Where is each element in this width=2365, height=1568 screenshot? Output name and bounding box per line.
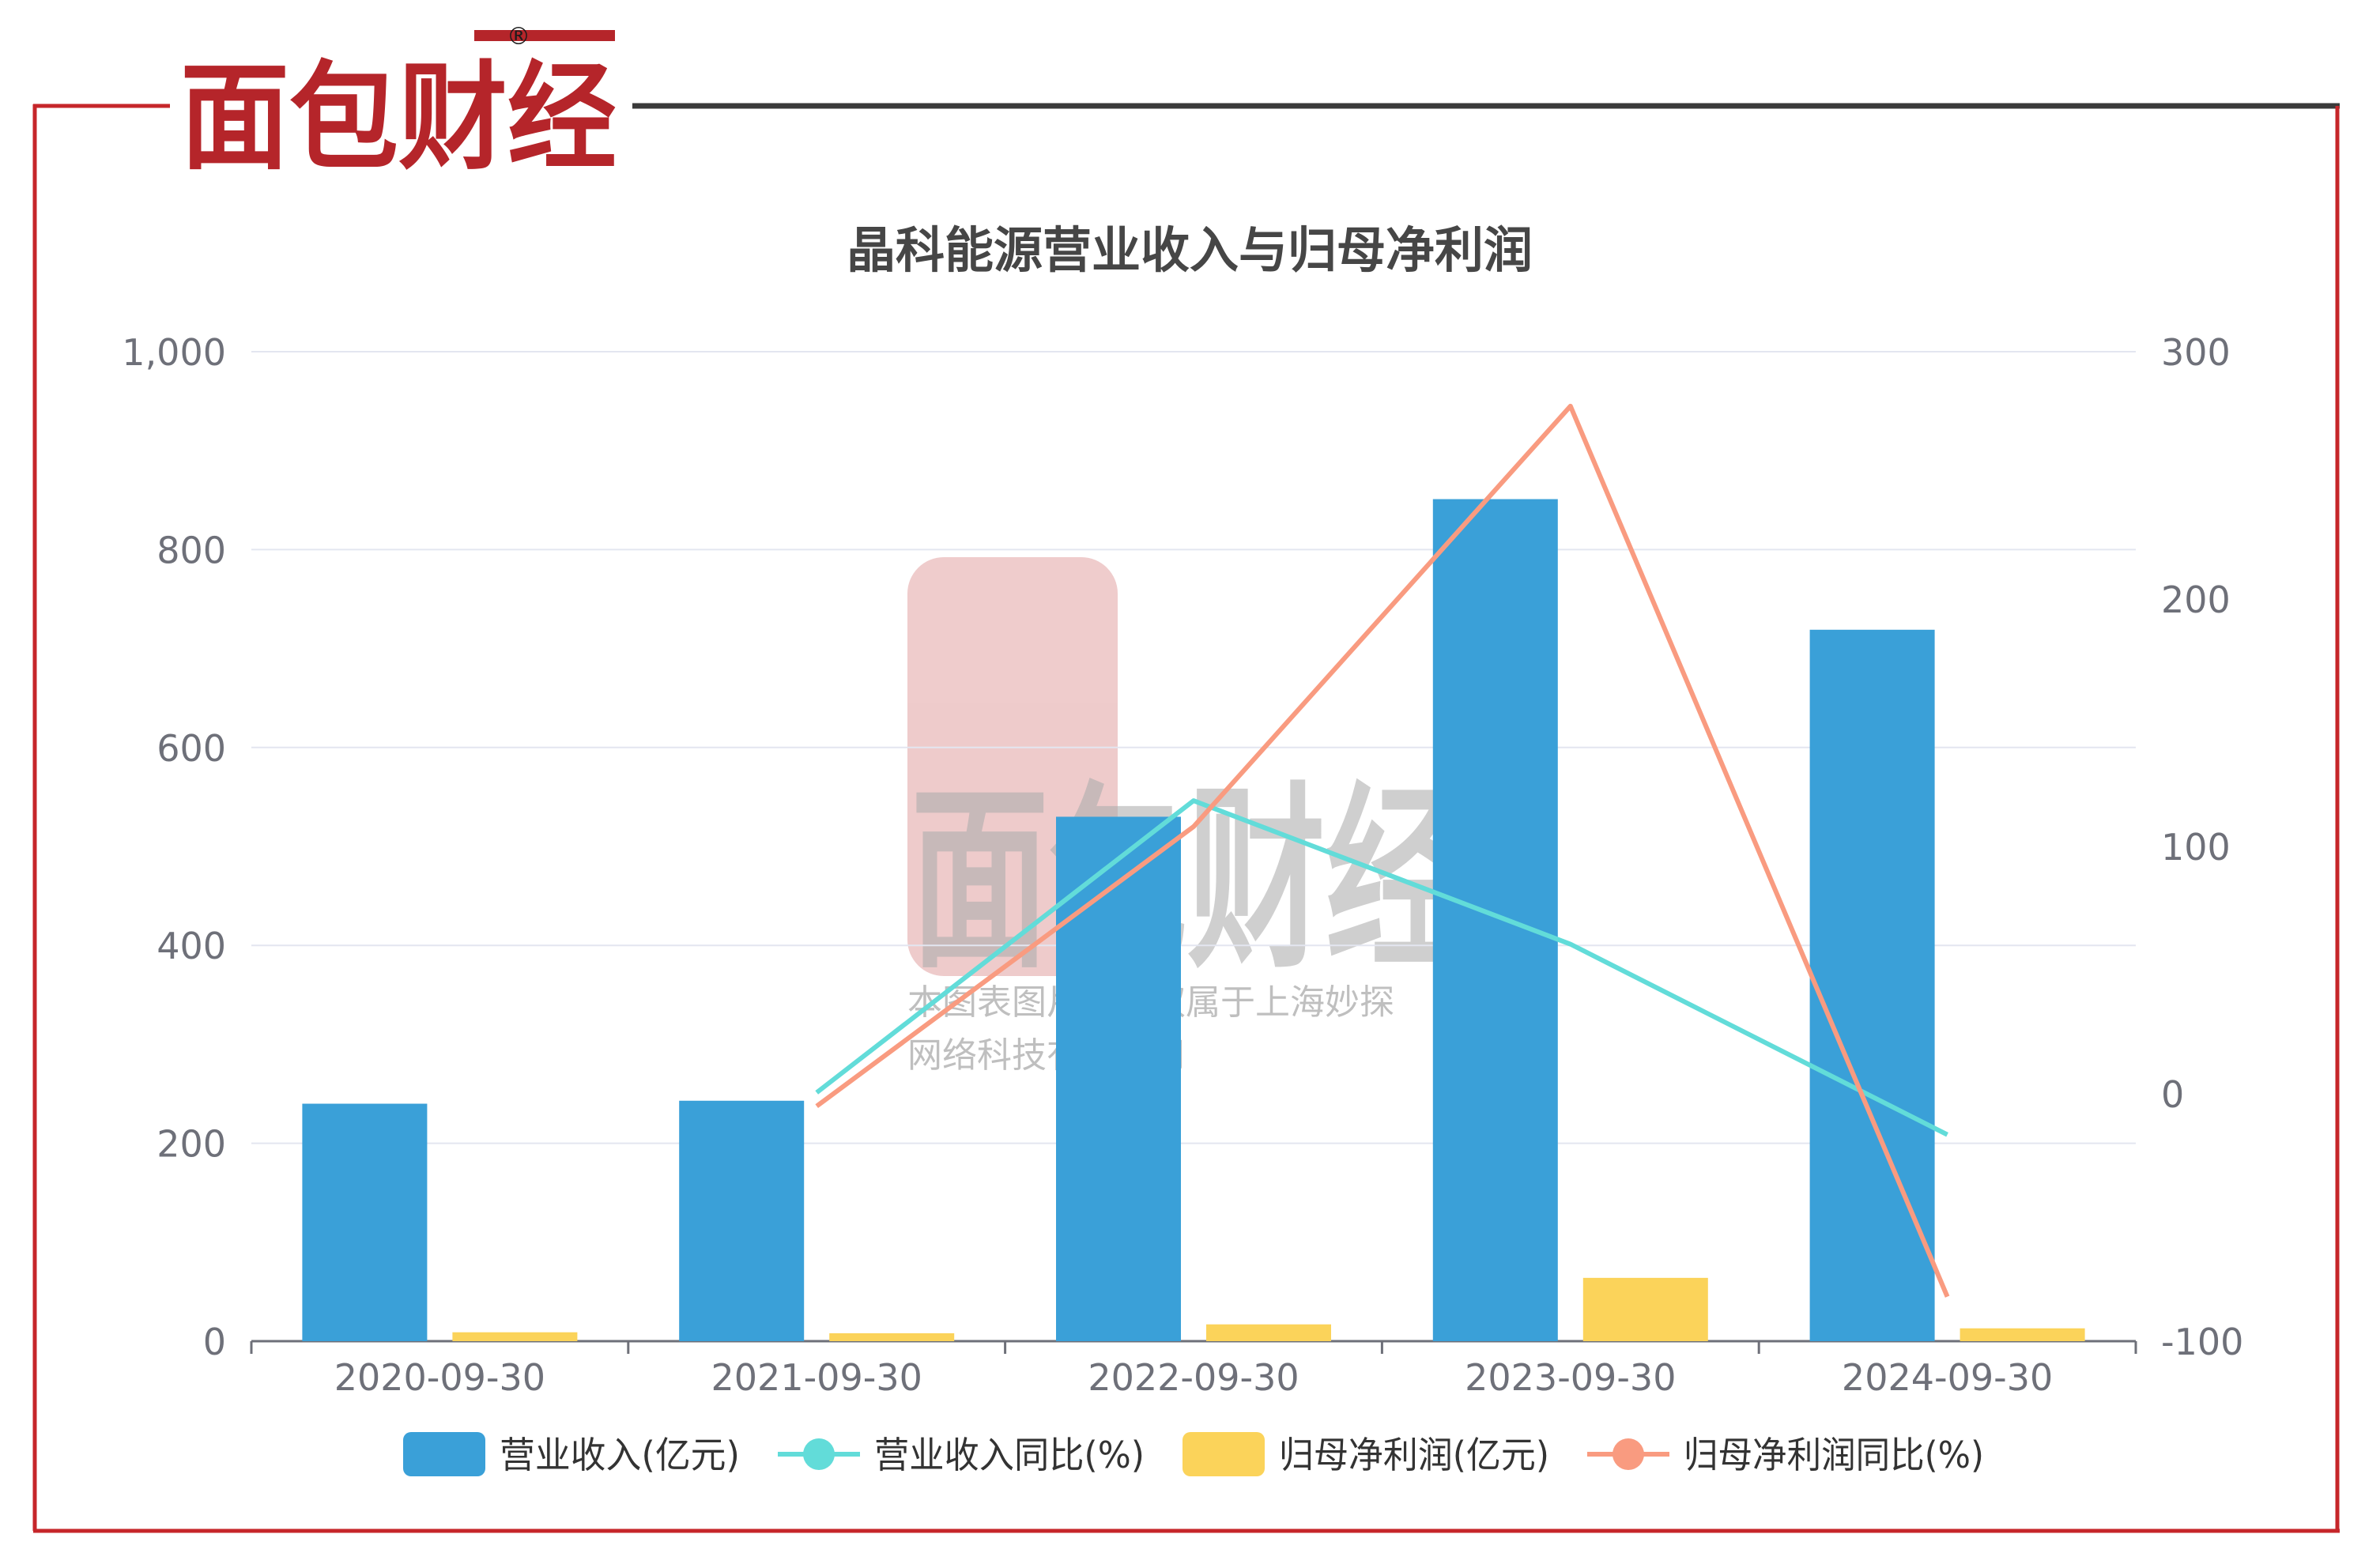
legend-item[interactable]: 营业收入(亿元): [403, 1432, 740, 1476]
y-left-tick-label: 800: [157, 529, 226, 571]
y-right-tick-label: 200: [2161, 579, 2231, 621]
legend-label: 归母净利润同比(%): [1684, 1434, 1984, 1476]
bar-net-profit: [829, 1332, 955, 1341]
line-revenue-yoy: [815, 798, 1948, 1137]
watermark: 面包财经 本图表图片著作权属于上海妙探 网络科技有限公司: [907, 557, 1464, 1076]
legend-label: 营业收入(亿元): [500, 1434, 740, 1476]
legend-label: 营业收入同比(%): [874, 1434, 1145, 1476]
y-left-tick-label: 1,000: [122, 331, 226, 374]
bar-net-profit: [1206, 1324, 1331, 1341]
legend-label: 归母净利润(亿元): [1279, 1434, 1549, 1476]
legend: 营业收入(亿元) 营业收入同比(%) 归母净利润(亿元) 归母净利润同比(%): [403, 1432, 1984, 1476]
x-tick-label: 2023-09-30: [1465, 1356, 1676, 1399]
legend-item[interactable]: 归母净利润(亿元): [1182, 1432, 1549, 1476]
brand-logo: 面包财经 ®: [180, 23, 617, 186]
legend-marker: [803, 1438, 835, 1470]
bar-revenue: [1809, 629, 1935, 1341]
legend-item[interactable]: 归母净利润同比(%): [1587, 1434, 1984, 1476]
legend-swatch: [403, 1432, 485, 1476]
brand-registered-mark: ®: [507, 23, 530, 51]
y-right-tick-label: 100: [2161, 826, 2231, 869]
bar-revenue: [1432, 499, 1558, 1341]
bar-net-profit: [1582, 1277, 1708, 1341]
y-right-tick-label: -100: [2161, 1321, 2243, 1363]
lines: [815, 403, 1950, 1298]
y-left-tick-label: 200: [157, 1123, 226, 1166]
watermark-logo-text: 面包财经: [911, 765, 1464, 995]
bar-revenue: [302, 1103, 428, 1341]
y-left-tick-label: 600: [157, 727, 226, 770]
bar-net-profit: [1960, 1328, 2085, 1341]
legend-marker: [1612, 1438, 1644, 1470]
legend-item[interactable]: 营业收入同比(%): [778, 1434, 1145, 1476]
x-tick-label: 2024-09-30: [1842, 1356, 2053, 1399]
brand-logo-accent-bar: [474, 30, 615, 41]
y-left-tick-label: 0: [203, 1321, 226, 1363]
brand-logo-text: 面包财经: [180, 50, 617, 186]
bar-net-profit: [452, 1332, 578, 1341]
x-tick-label: 2020-09-30: [334, 1356, 545, 1399]
frame: [32, 103, 2340, 1533]
chart-title: 晶科能源营业收入与归母净利润: [847, 221, 1533, 279]
x-tick-label: 2022-09-30: [1088, 1356, 1299, 1399]
y-right-tick-label: 300: [2161, 331, 2231, 374]
line-net-profit-yoy: [815, 403, 1950, 1298]
y-right-tick-label: 0: [2161, 1073, 2184, 1116]
y-left-tick-label: 400: [157, 925, 226, 967]
legend-swatch: [1182, 1432, 1265, 1476]
bar-revenue: [679, 1100, 805, 1341]
x-tick-label: 2021-09-30: [711, 1356, 922, 1399]
axes: 0 200 400 600 800 1,000 -100 0 100 200 300 2020-09-…: [122, 331, 2243, 1399]
bar-revenue: [1056, 816, 1181, 1341]
